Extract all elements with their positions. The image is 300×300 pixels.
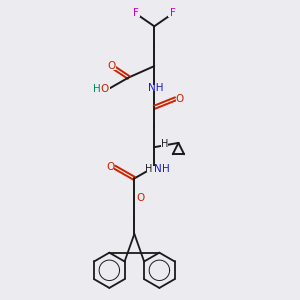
FancyBboxPatch shape — [106, 164, 115, 170]
FancyBboxPatch shape — [153, 166, 162, 172]
FancyBboxPatch shape — [146, 166, 153, 172]
Text: O: O — [136, 193, 145, 203]
Text: H: H — [160, 139, 168, 149]
Text: F: F — [133, 8, 139, 19]
Text: F: F — [170, 8, 176, 19]
FancyBboxPatch shape — [95, 85, 110, 92]
Text: H: H — [146, 164, 153, 174]
FancyBboxPatch shape — [131, 10, 140, 17]
Text: O: O — [106, 162, 114, 172]
Text: O: O — [176, 94, 184, 104]
Text: NH: NH — [148, 83, 163, 93]
Text: H: H — [162, 164, 170, 174]
FancyBboxPatch shape — [107, 63, 116, 70]
FancyBboxPatch shape — [161, 141, 168, 147]
FancyBboxPatch shape — [149, 85, 162, 92]
FancyBboxPatch shape — [168, 10, 177, 17]
FancyBboxPatch shape — [176, 95, 184, 102]
Text: O: O — [107, 61, 116, 71]
Text: N: N — [154, 164, 162, 174]
Text: H: H — [93, 84, 101, 94]
Text: O: O — [101, 84, 109, 94]
FancyBboxPatch shape — [162, 166, 169, 172]
FancyBboxPatch shape — [136, 195, 145, 202]
